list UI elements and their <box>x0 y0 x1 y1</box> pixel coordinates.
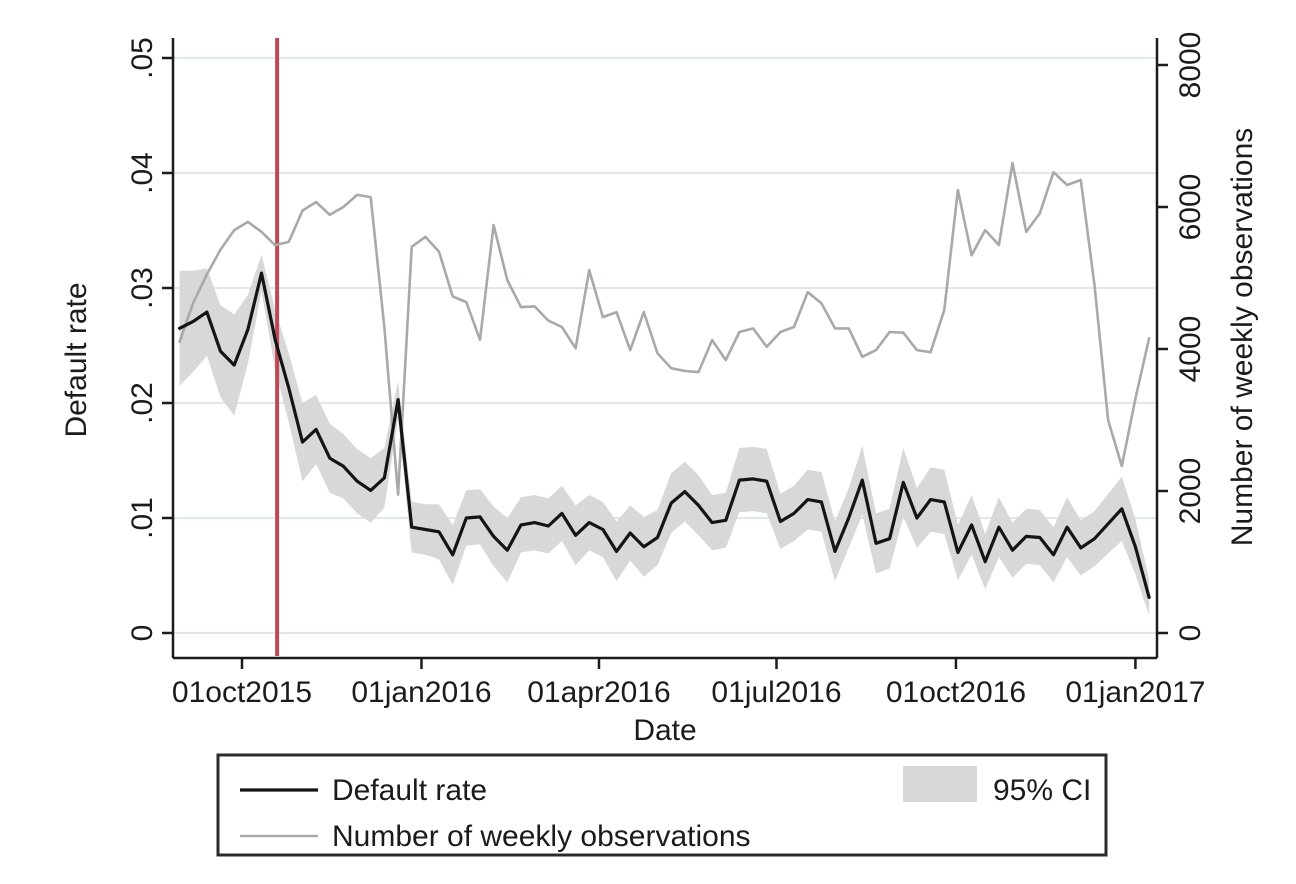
y-axis-right-tick-label: 8000 <box>1174 32 1207 99</box>
legend-label-ci: 95% CI <box>993 774 1091 807</box>
x-axis-tick-label: 01oct2015 <box>172 676 312 709</box>
x-axis-tick-label: 01jan2016 <box>351 676 491 709</box>
y-axis-left: 0 .01 .02 .03 .04 .05 <box>126 37 175 658</box>
x-axis-tick-label: 01oct2016 <box>886 676 1026 709</box>
y-axis-right-title: Number of weekly observations <box>1226 128 1259 547</box>
legend: Default rate 95% CI Number of weekly obser… <box>216 753 1108 857</box>
y-axis-left-tick-label: .05 <box>126 37 159 79</box>
default-rate-line <box>178 271 1151 600</box>
x-axis-tick-label: 01jan2017 <box>1065 676 1205 709</box>
y-axis-right: 0 2000 4000 6000 8000 <box>1155 32 1207 658</box>
x-axis-title: Date <box>633 714 696 747</box>
ci-band <box>179 254 1150 616</box>
x-axis: 01oct2015 01jan2016 01apr2016 01jul2016 01oc… <box>172 656 1205 709</box>
y-axis-left-tick-label: .03 <box>126 267 159 309</box>
gridlines <box>173 57 1157 634</box>
y-axis-left-tick-label: .02 <box>126 382 159 424</box>
y-axis-right-tick-label: 0 <box>1174 625 1207 642</box>
y-axis-left-tick-label: 0 <box>126 625 159 642</box>
x-axis-tick-label: 01jul2016 <box>711 676 841 709</box>
y-axis-left-tick-label: .01 <box>126 497 159 539</box>
y-axis-right-tick-label: 6000 <box>1174 174 1207 241</box>
legend-label-observations: Number of weekly observations <box>332 820 751 853</box>
legend-swatch-ci <box>903 766 977 802</box>
observations-line <box>178 161 1151 496</box>
y-axis-left-tick-label: .04 <box>126 152 159 194</box>
y-axis-right-tick-label: 2000 <box>1174 458 1207 525</box>
y-axis-right-tick-label: 4000 <box>1174 316 1207 383</box>
y-axis-left-title: Default rate <box>60 282 93 437</box>
x-axis-tick-label: 01apr2016 <box>527 676 670 709</box>
legend-label-default-rate: Default rate <box>332 774 487 807</box>
